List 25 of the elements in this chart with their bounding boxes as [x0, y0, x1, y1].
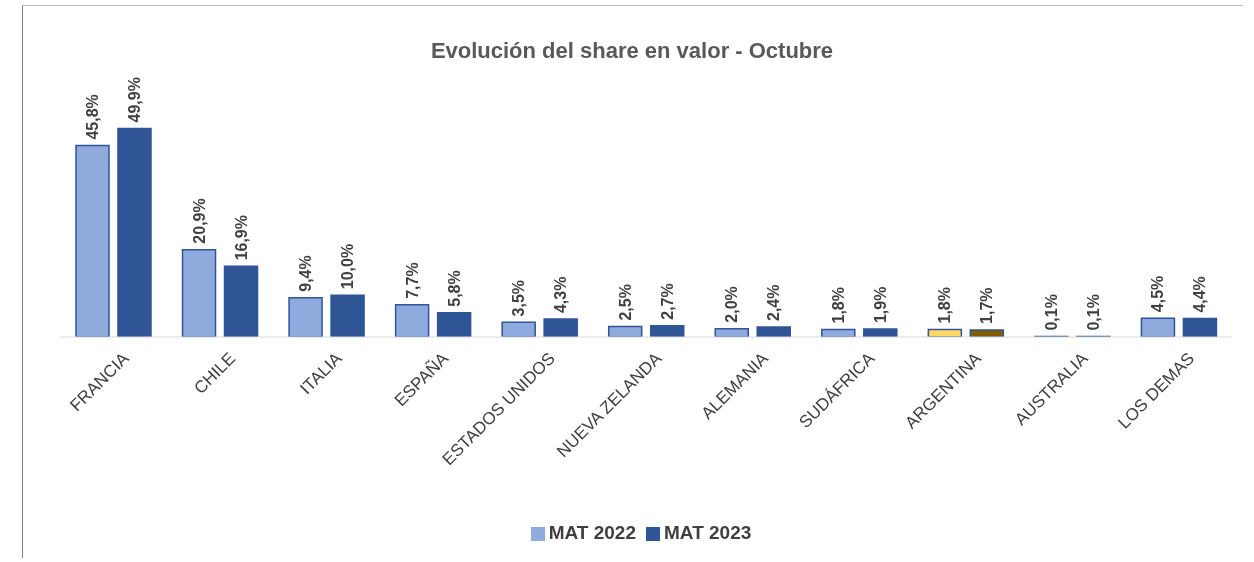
data-label: 45,8%	[83, 94, 101, 140]
legend-label: MAT 2023	[664, 522, 752, 543]
data-label: 0,1%	[1084, 294, 1102, 331]
data-label: 1,7%	[978, 287, 996, 324]
data-label: 3,5%	[510, 279, 528, 317]
chart-title: Evolución del share en valor - Octubre	[429, 38, 835, 64]
data-label: 2,5%	[616, 284, 634, 321]
data-label: 0,1%	[1042, 294, 1060, 331]
data-label: 16,9%	[232, 214, 250, 261]
data-label: 10,0%	[339, 243, 357, 290]
data-label: 2,7%	[658, 283, 676, 320]
data-label: 9,4%	[297, 255, 315, 292]
data-label: 1,8%	[936, 287, 954, 324]
data-label: 49,9%	[125, 77, 143, 123]
data-label: 2,0%	[723, 286, 741, 323]
data-label: 4,4%	[1191, 276, 1209, 313]
data-label: 1,8%	[829, 287, 847, 324]
data-label: 1,9%	[871, 286, 889, 324]
data-label: 4,3%	[552, 276, 570, 314]
data-label: 20,9%	[190, 198, 208, 244]
data-label: 2,4%	[765, 284, 783, 321]
legend-label: MAT 2022	[548, 522, 636, 543]
data-label: 7,7%	[403, 262, 421, 299]
data-label: 4,5%	[1149, 275, 1167, 313]
data-label: 5,8%	[445, 270, 463, 307]
